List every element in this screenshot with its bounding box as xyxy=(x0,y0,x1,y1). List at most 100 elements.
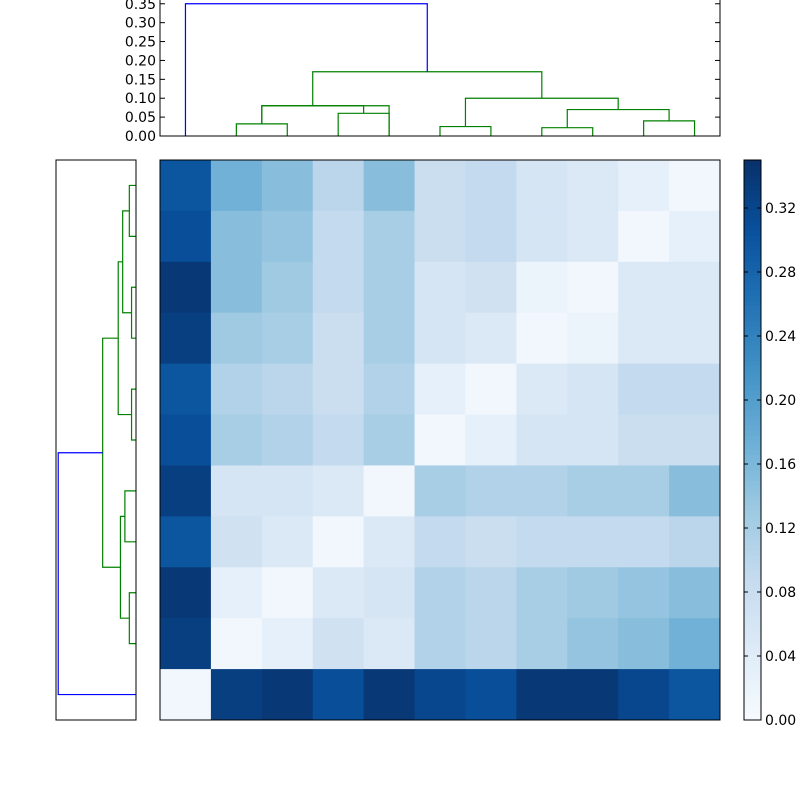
heatmap-cell-r1-c10 xyxy=(669,210,721,263)
heatmap-cell-r7-c3 xyxy=(312,516,365,568)
colorbar-segment-71 xyxy=(744,360,761,366)
colorbar-segment-26 xyxy=(744,585,761,591)
heatmap-cell-r5-c2 xyxy=(261,414,314,466)
top-dendrogram-y-axis: 0.00 0.05 0.10 0.15 0.20 0.25 0.30 0.35 xyxy=(125,0,720,145)
heatmap-cell-r10-c1 xyxy=(210,669,263,721)
colorbar-segment-53 xyxy=(744,450,761,456)
heatmap-cell-r5-c8 xyxy=(567,414,619,466)
left-dendrogram xyxy=(55,159,137,721)
colorbar-tick-label-1: 0.04 xyxy=(765,649,796,665)
colorbar-segment-14 xyxy=(744,645,761,651)
left-dendrogram-link-5 xyxy=(124,490,136,543)
heatmap-cell-r4-c7 xyxy=(516,363,568,416)
colorbar-segment-80 xyxy=(744,315,761,321)
colorbar-segment-47 xyxy=(744,480,761,486)
heatmap-cell-r4-c0 xyxy=(160,363,212,416)
colorbar-segment-0 xyxy=(744,715,761,721)
heatmap-cell-r4-c10 xyxy=(669,363,721,416)
colorbar-segment-75 xyxy=(744,340,761,346)
colorbar-segment-89 xyxy=(744,270,761,276)
left-dendrogram-link-0 xyxy=(128,184,136,237)
heatmap-cell-r2-c3 xyxy=(312,261,365,314)
left-dendrogram-link-4 xyxy=(117,261,132,416)
colorbar-segment-57 xyxy=(744,430,761,436)
heatmap-cell-r9-c3 xyxy=(312,618,365,670)
colorbar-segment-66 xyxy=(744,385,761,391)
heatmap-cell-r7-c6 xyxy=(465,516,517,568)
heatmap-cell-r3-c5 xyxy=(414,312,466,365)
heatmap-cell-r7-c0 xyxy=(160,516,212,568)
heatmap-cell-r1-c6 xyxy=(465,210,517,263)
colorbar-segment-67 xyxy=(744,380,761,386)
colorbar-segment-58 xyxy=(744,425,761,431)
left-dendrogram-link-2 xyxy=(122,210,132,314)
top-y-tick-label-3: 0.15 xyxy=(125,72,156,88)
colorbar-segment-93 xyxy=(744,250,761,256)
heatmap-cell-r7-c8 xyxy=(567,516,619,568)
heatmap-cell-r4-c4 xyxy=(363,363,416,416)
colorbar-segment-37 xyxy=(744,530,761,536)
colorbar-segment-55 xyxy=(744,440,761,446)
colorbar-segment-82 xyxy=(744,305,761,311)
colorbar-segment-64 xyxy=(744,395,761,401)
heatmap-cell-r9-c0 xyxy=(160,618,212,670)
colorbar-segment-43 xyxy=(744,500,761,506)
heatmap-cell-r4-c3 xyxy=(312,363,365,416)
colorbar-segment-86 xyxy=(744,285,761,291)
heatmap-cell-r1-c0 xyxy=(160,210,212,263)
colorbar-tick-label-6: 0.24 xyxy=(765,329,796,345)
heatmap-cell-r8-c1 xyxy=(210,567,263,619)
colorbar-segment-107 xyxy=(744,180,761,186)
left-dendrogram-link-1 xyxy=(130,286,136,339)
left-dendrogram-frame xyxy=(55,159,137,721)
colorbar-segment-104 xyxy=(744,195,761,201)
heatmap-cell-r9-c8 xyxy=(567,618,619,670)
colorbar-segment-59 xyxy=(744,420,761,426)
colorbar-segment-60 xyxy=(744,415,761,421)
colorbar-segment-95 xyxy=(744,240,761,246)
colorbar-segment-6 xyxy=(744,685,761,691)
heatmap-cell-r4-c5 xyxy=(414,363,466,416)
colorbar-segment-84 xyxy=(744,295,761,301)
top-y-tick-label-5: 0.25 xyxy=(125,35,156,51)
heatmap-cell-r6-c6 xyxy=(465,465,517,517)
heatmap-cell-r8-c6 xyxy=(465,567,517,619)
colorbar-segment-51 xyxy=(744,460,761,466)
top-dendrogram-frame xyxy=(159,0,721,137)
colorbar-tick-label-0: 0.00 xyxy=(765,713,796,729)
heatmap-cell-r3-c2 xyxy=(261,312,314,365)
colorbar-segment-54 xyxy=(744,445,761,451)
top-y-tick-label-7: 0.35 xyxy=(125,0,156,13)
top-y-tick-label-1: 0.05 xyxy=(125,110,156,126)
heatmap-cell-r2-c0 xyxy=(160,261,212,314)
heatmap-frame xyxy=(159,159,721,721)
colorbar-tick-label-5: 0.20 xyxy=(765,393,796,409)
heatmap-cell-r0-c5 xyxy=(414,160,466,212)
colorbar-segment-56 xyxy=(744,435,761,441)
colorbar-segment-40 xyxy=(744,515,761,521)
colorbar-segment-45 xyxy=(744,490,761,496)
colorbar-segment-44 xyxy=(744,495,761,501)
top-dendrogram-link-4 xyxy=(261,105,365,124)
top-y-tick-label-0: 0.00 xyxy=(125,129,156,145)
heatmap-cell-r5-c6 xyxy=(465,414,517,466)
heatmap-cell-r0-c2 xyxy=(261,160,314,212)
heatmap-cell-r7-c5 xyxy=(414,516,466,568)
heatmap-cell-r4-c8 xyxy=(567,363,619,416)
colorbar-segment-41 xyxy=(744,510,761,516)
colorbar-segment-1 xyxy=(744,710,761,716)
colorbar-segment-17 xyxy=(744,630,761,636)
colorbar-tick-label-8: 0.32 xyxy=(765,201,796,217)
colorbar-segment-90 xyxy=(744,265,761,271)
colorbar-tick-label-3: 0.12 xyxy=(765,521,796,537)
colorbar-segment-87 xyxy=(744,280,761,286)
heatmap-cell-r3-c1 xyxy=(210,312,263,365)
heatmap-cell-r1-c4 xyxy=(363,210,416,263)
colorbar-segment-108 xyxy=(744,175,761,181)
colorbar-segment-78 xyxy=(744,325,761,331)
heatmap-cell-r7-c9 xyxy=(618,516,670,568)
heatmap-cell-r8-c2 xyxy=(261,567,314,619)
top-dendrogram-link-5 xyxy=(439,125,492,136)
colorbar-segment-99 xyxy=(744,220,761,226)
colorbar-segment-22 xyxy=(744,605,761,611)
